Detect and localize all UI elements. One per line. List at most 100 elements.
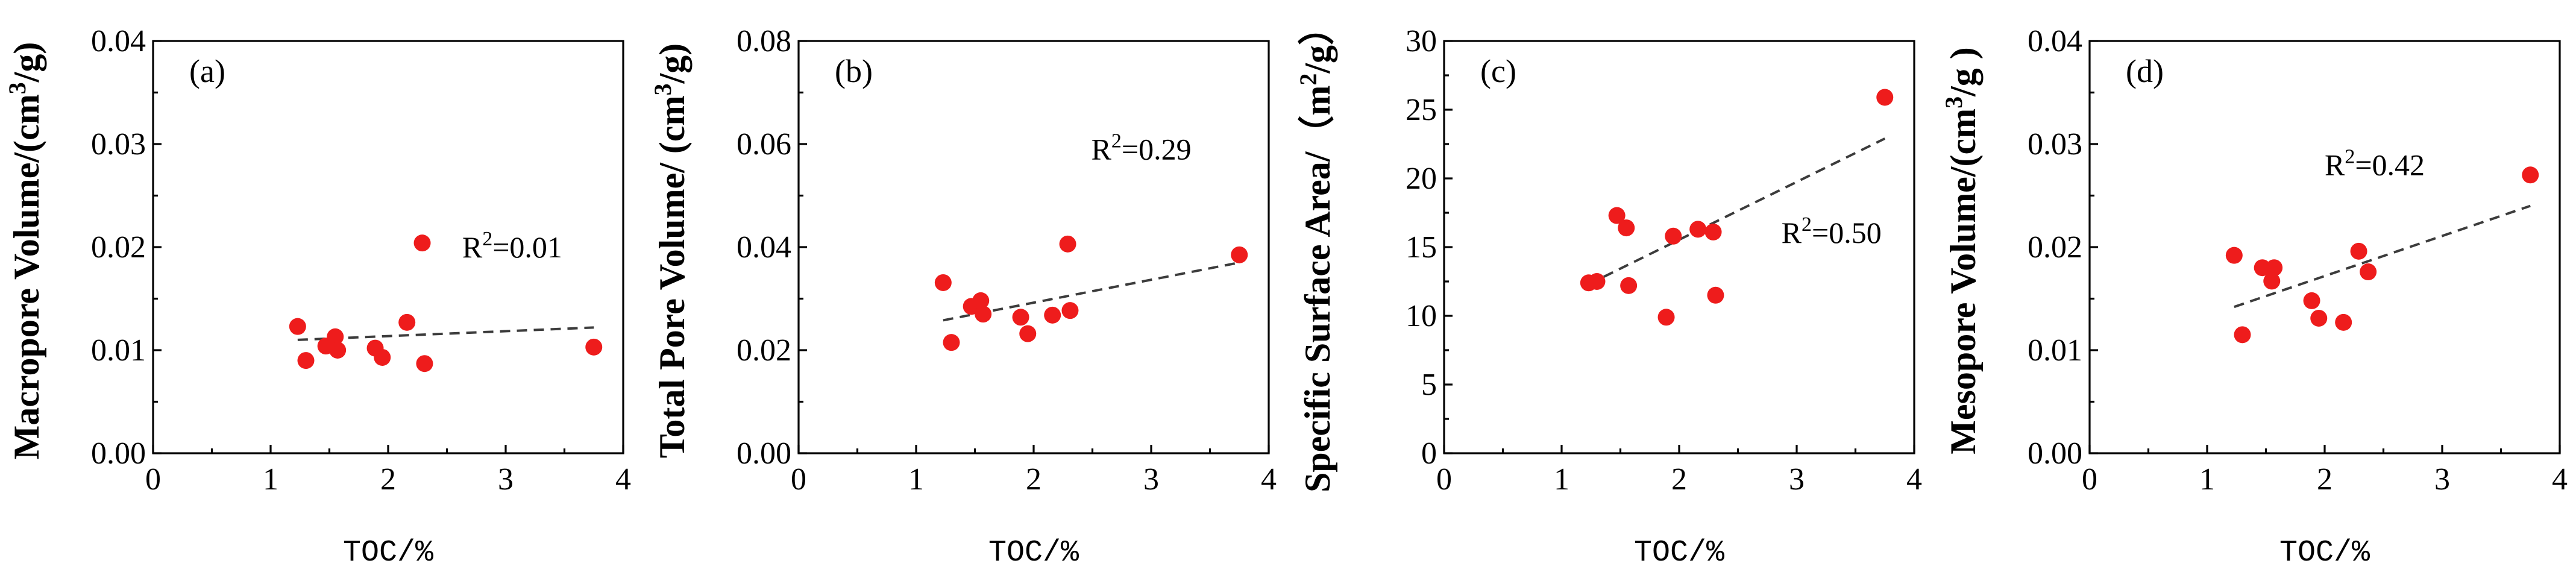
data-point: [2225, 247, 2243, 264]
y-tick-label: 0.06: [737, 127, 791, 162]
x-tick-label: 0: [2082, 462, 2097, 497]
y-tick-label: 0.02: [737, 333, 791, 368]
data-point: [1618, 219, 1635, 237]
y-axis-title-superscript: 3: [4, 82, 31, 94]
data-point: [1044, 306, 1061, 324]
chart-panel-1: 0 1 2 3 4 0.00 0.01 0.02 0.03 0.04 Macropore Volum…: [4, 24, 631, 570]
y-tick-label: 0.02: [2028, 230, 2082, 265]
x-tick-label: 4: [1261, 462, 1277, 497]
r-squared-superscript: 2: [2345, 145, 2355, 168]
data-point: [585, 338, 603, 356]
data-point: [972, 292, 990, 309]
data-point: [2522, 166, 2539, 184]
data-point: [1588, 273, 1606, 290]
y-axis-title: Mesopore Volume/(cm3/g ): [1940, 47, 1983, 454]
data-point: [1231, 246, 1248, 263]
data-point: [1665, 227, 1682, 245]
x-tick-label: 1: [1554, 462, 1569, 497]
panel-label: (d): [2126, 53, 2164, 89]
y-tick-label: 0.08: [737, 24, 791, 58]
r-squared-symbol: R: [2325, 148, 2345, 181]
data-point: [934, 274, 952, 291]
y-axis-title-superscript: 3: [1940, 96, 1967, 108]
y-tick-label: 0.04: [2028, 24, 2082, 58]
plot-frame: [797, 40, 1270, 454]
x-tick-label: 0: [791, 462, 806, 497]
x-tick-label: 4: [615, 462, 631, 497]
x-tick-label: 2: [2317, 462, 2333, 497]
x-axis-title: TOC/%: [2279, 536, 2370, 570]
y-tick-label: 0: [1421, 436, 1437, 471]
data-point: [413, 234, 431, 252]
chart-panel-2: 0 1 2 3 4 0.00 0.02 0.04 0.06 0.08 Total Pore Volu…: [649, 24, 1277, 570]
x-tick-label: 3: [1789, 462, 1805, 497]
trend-line: [1588, 137, 1886, 286]
data-point: [416, 355, 433, 372]
data-point: [2310, 309, 2328, 327]
data-point: [1689, 221, 1707, 238]
r-squared-superscript: 2: [482, 228, 492, 250]
trend-line: [2234, 204, 2531, 309]
data-point: [374, 348, 391, 366]
x-tick-label: 1: [2199, 462, 2215, 497]
y-tick-label: 25: [1406, 93, 1437, 127]
y-tick-label: 5: [1421, 368, 1437, 402]
y-axis-title-unit: /g): [7, 42, 46, 83]
x-axis-title: TOC/%: [1634, 536, 1725, 570]
data-point: [1707, 286, 1724, 304]
r-squared-label: R2=0.50: [1782, 213, 1882, 250]
data-point: [2360, 263, 2377, 281]
data-point: [2350, 242, 2367, 260]
data-point: [1657, 309, 1675, 326]
data-point: [1620, 277, 1638, 294]
x-axis-title: TOC/%: [343, 536, 434, 570]
x-tick-label: 0: [1436, 462, 1452, 497]
y-tick-label: 0.00: [91, 436, 146, 471]
y-axis-title-superscript: 2: [1295, 74, 1322, 86]
x-tick-label: 1: [263, 462, 278, 497]
data-point: [2234, 326, 2251, 344]
y-axis-title-text: Total Pore Volume/ (cm: [652, 96, 692, 459]
r-squared-superscript: 2: [1802, 213, 1812, 236]
data-point: [1061, 302, 1079, 319]
data-point: [1608, 207, 1626, 224]
x-tick-label: 3: [2434, 462, 2450, 497]
y-tick-label: 0.01: [2028, 333, 2082, 368]
y-axis-title: Macropore Volume/(cm3/g): [4, 42, 46, 460]
r-squared-value: =0.42: [2355, 148, 2425, 181]
x-tick-label: 3: [1143, 462, 1159, 497]
data-point: [2335, 313, 2352, 331]
y-axis-title-text: Mesopore Volume/(cm: [1943, 108, 1983, 454]
y-tick-label: 0.00: [2028, 436, 2082, 471]
r-squared-symbol: R: [1782, 216, 1802, 250]
data-point: [2303, 292, 2320, 309]
data-point: [1059, 235, 1076, 253]
y-tick-label: 10: [1406, 299, 1437, 333]
y-axis-title-text: Specific Surface Area/（m: [1297, 86, 1337, 492]
r-squared-value: =0.29: [1122, 133, 1192, 166]
r-squared-superscript: 2: [1111, 130, 1122, 152]
x-tick-label: 2: [1026, 462, 1041, 497]
data-point: [329, 342, 347, 359]
y-tick-label: 0.03: [91, 127, 146, 162]
data-point: [398, 313, 416, 331]
x-tick-label: 4: [1906, 462, 1922, 497]
x-tick-label: 1: [908, 462, 924, 497]
r-squared-label: R2=0.29: [1092, 130, 1192, 166]
data-point: [1876, 89, 1894, 106]
y-tick-label: 0.01: [91, 333, 146, 368]
r-squared-label: R2=0.01: [462, 228, 562, 264]
y-tick-label: 0.04: [91, 24, 146, 58]
x-axis-title: TOC/%: [988, 536, 1079, 570]
data-point: [327, 328, 344, 345]
panel-label: (b): [835, 53, 873, 89]
plot-frame: [2088, 40, 2561, 454]
y-tick-label: 20: [1406, 162, 1437, 196]
r-squared-value: =0.50: [1812, 216, 1882, 250]
x-tick-label: 2: [1671, 462, 1687, 497]
x-tick-label: 0: [145, 462, 161, 497]
data-point: [289, 318, 306, 335]
panel-label: (c): [1480, 53, 1516, 89]
y-tick-label: 0.04: [737, 230, 791, 265]
